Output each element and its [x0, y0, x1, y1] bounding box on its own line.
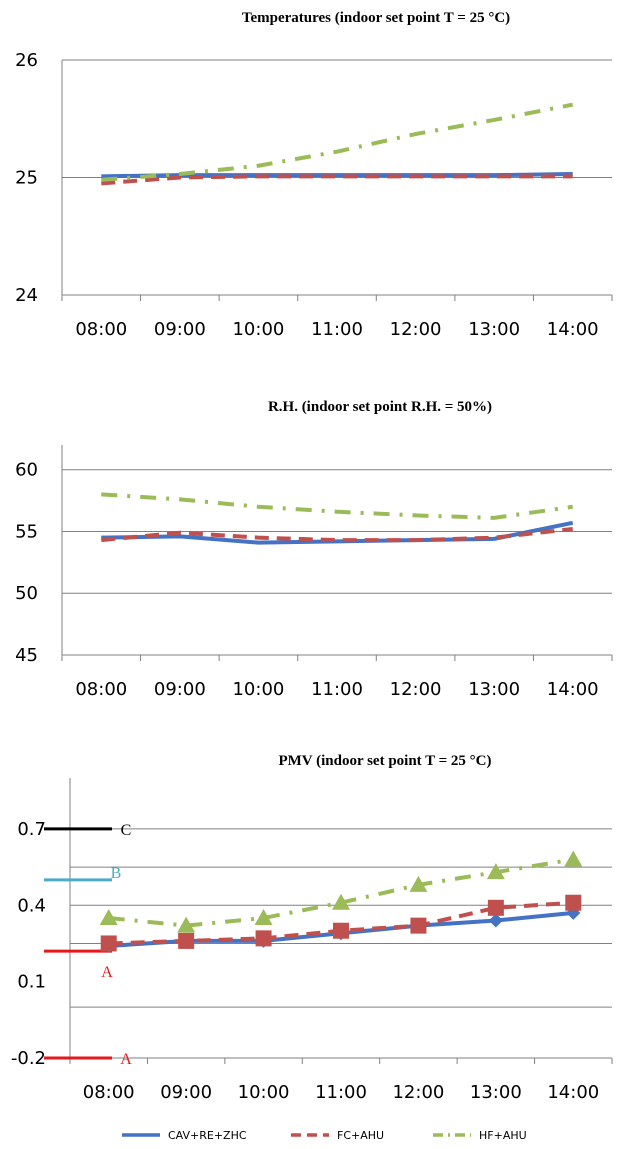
- data-point-square: [255, 930, 272, 947]
- chart1-title: Temperatures (indoor set point T = 25 °C…: [242, 10, 510, 26]
- zone-marker-label: A: [101, 964, 113, 981]
- chart3-title: PMV (indoor set point T = 25 °C): [278, 753, 491, 769]
- x-tick-label: 08:00: [75, 679, 127, 700]
- data-point-square: [333, 922, 349, 939]
- rh-chart: 45 50 55 60 08:00 09:00 10:00 11:00 12:00 13:00 14…: [15, 445, 613, 700]
- x-tick-label: 14:00: [547, 319, 599, 340]
- y-tick-label: 45: [15, 645, 38, 666]
- x-tick-label: 08:00: [75, 319, 127, 340]
- chart2-title: R.H. (indoor set point R.H. = 50%): [268, 399, 492, 415]
- legend: CAV+RE+ZHC FC+AHU HF+AHU: [122, 1129, 527, 1142]
- x-tick-label: 11:00: [311, 319, 363, 340]
- x-tick-label: 12:00: [390, 679, 442, 700]
- x-tick-label: 14:00: [547, 679, 599, 700]
- data-point-square: [100, 935, 117, 952]
- x-tick-label: 09:00: [154, 679, 206, 700]
- series-line-1: [101, 520, 574, 545]
- y-tick-label: 24: [15, 285, 38, 306]
- x-tick-label: 09:00: [160, 1082, 212, 1103]
- temperature-chart: 24 25 26 08:00 09:00 10:00 11:00 12:00 13:00 14:0…: [15, 50, 613, 340]
- data-point-triangle: [486, 863, 505, 880]
- y-tick-label: 0.7: [17, 819, 46, 840]
- x-tick-label: 12:00: [390, 319, 442, 340]
- pmv-chart: -0.2 0.1 0.4 0.7 08:00 09:00 10:00 11:00 12:00 13…: [11, 778, 613, 1103]
- data-point-square: [410, 917, 427, 934]
- data-point-square: [487, 899, 504, 916]
- y-tick-label: 0.4: [17, 895, 46, 916]
- y-tick-label: 25: [15, 168, 38, 189]
- x-tick-label: 10:00: [232, 679, 284, 700]
- legend-label: CAV+RE+ZHC: [168, 1129, 247, 1142]
- data-point-triangle: [254, 909, 273, 925]
- data-point-diamond: [488, 913, 503, 928]
- zone-marker-label: A: [120, 1051, 132, 1068]
- y-tick-label: 26: [15, 50, 38, 71]
- x-tick-label: 12:00: [392, 1082, 444, 1103]
- y-tick-label: 50: [15, 583, 38, 604]
- data-point-triangle: [409, 875, 428, 892]
- x-tick-label: 11:00: [311, 679, 363, 700]
- legend-label: HF+AHU: [479, 1129, 527, 1142]
- x-tick-label: 10:00: [238, 1082, 290, 1103]
- data-point-triangle: [99, 909, 118, 925]
- data-point-triangle: [564, 850, 583, 867]
- x-tick-label: 13:00: [468, 679, 520, 700]
- zone-marker-label: B: [111, 865, 122, 882]
- zone-marker-label: C: [121, 822, 132, 839]
- data-point-triangle: [332, 893, 350, 910]
- series-line-3: [101, 102, 574, 182]
- legend-label: FC+AHU: [337, 1129, 384, 1142]
- data-point-square: [178, 932, 195, 949]
- x-tick-label: 09:00: [154, 319, 206, 340]
- series-line-2: [101, 527, 573, 543]
- data-point-square: [565, 894, 582, 911]
- y-tick-label: -0.2: [11, 1048, 46, 1069]
- x-tick-label: 08:00: [83, 1082, 135, 1103]
- series-line-2: [101, 174, 573, 186]
- y-tick-label: 0.1: [17, 972, 46, 993]
- x-tick-label: 10:00: [232, 319, 284, 340]
- x-tick-label: 14:00: [547, 1082, 599, 1103]
- series-line-3: [101, 492, 573, 520]
- x-tick-label: 13:00: [468, 319, 520, 340]
- x-tick-label: 11:00: [315, 1082, 367, 1103]
- x-tick-label: 13:00: [470, 1082, 522, 1103]
- data-point-triangle: [177, 916, 196, 933]
- y-tick-label: 55: [15, 521, 38, 542]
- y-tick-label: 60: [15, 460, 38, 481]
